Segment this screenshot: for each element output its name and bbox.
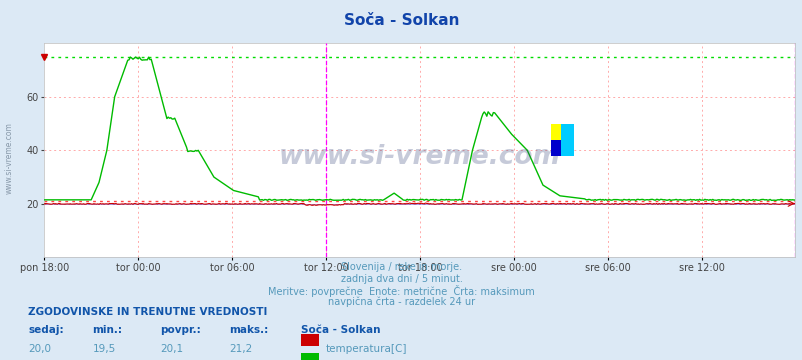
Bar <box>550 123 561 156</box>
Text: 20,1: 20,1 <box>160 344 184 354</box>
Text: www.si-vreme.com: www.si-vreme.com <box>5 122 14 194</box>
Text: 19,5: 19,5 <box>92 344 115 354</box>
Text: Soča - Solkan: Soča - Solkan <box>343 13 459 28</box>
Text: 21,2: 21,2 <box>229 344 252 354</box>
Bar <box>561 123 573 156</box>
Text: sedaj:: sedaj: <box>28 325 63 336</box>
Text: zadnja dva dni / 5 minut.: zadnja dva dni / 5 minut. <box>340 274 462 284</box>
Bar <box>550 140 561 156</box>
Text: temperatura[C]: temperatura[C] <box>325 344 406 354</box>
Text: ZGODOVINSKE IN TRENUTNE VREDNOSTI: ZGODOVINSKE IN TRENUTNE VREDNOSTI <box>28 307 267 317</box>
Text: Slovenija / reke in morje.: Slovenija / reke in morje. <box>341 262 461 272</box>
Text: povpr.:: povpr.: <box>160 325 201 336</box>
Text: 20,0: 20,0 <box>28 344 51 354</box>
Text: navpična črta - razdelek 24 ur: navpična črta - razdelek 24 ur <box>327 297 475 307</box>
Text: maks.:: maks.: <box>229 325 268 336</box>
Text: min.:: min.: <box>92 325 122 336</box>
Text: Meritve: povprečne  Enote: metrične  Črta: maksimum: Meritve: povprečne Enote: metrične Črta:… <box>268 285 534 297</box>
Text: Soča - Solkan: Soča - Solkan <box>301 325 380 336</box>
Text: www.si-vreme.com: www.si-vreme.com <box>278 144 560 170</box>
